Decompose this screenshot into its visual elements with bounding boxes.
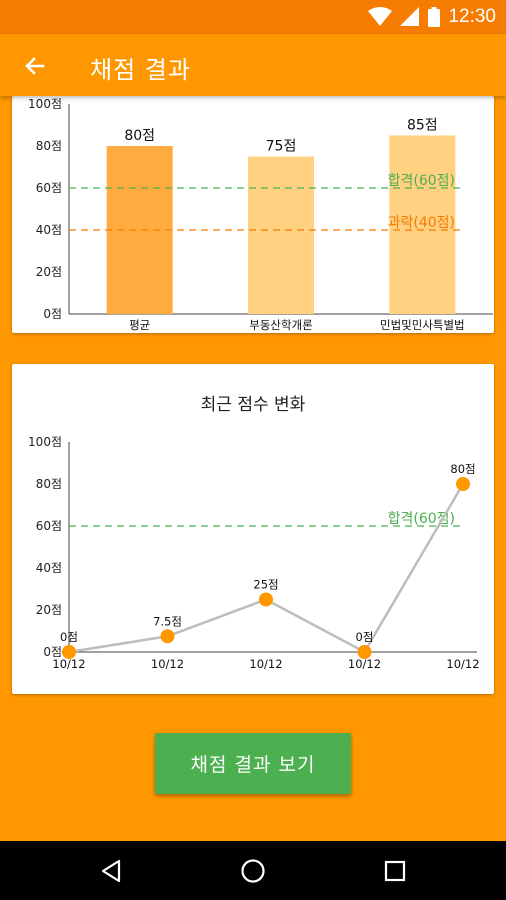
score-trend-chart: 0점20점40점60점80점100점합격(60점)0점10/127.5점10/1… [28, 435, 480, 671]
data-point [456, 477, 470, 491]
view-results-button[interactable]: 채점 결과 보기 [155, 733, 351, 794]
nav-back-icon [101, 859, 121, 883]
bar-value-label: 80점 [124, 128, 155, 144]
status-icons: 12:30 [368, 0, 496, 34]
data-label: 0점 [60, 630, 78, 644]
bar [389, 135, 456, 314]
status-time: 12:30 [448, 6, 496, 27]
x-tick-label: 10/12 [446, 657, 479, 671]
nav-recents-icon [384, 860, 406, 882]
y-tick-label: 100점 [28, 97, 62, 111]
nav-back-button[interactable] [91, 851, 131, 891]
y-tick-label: 80점 [36, 477, 62, 491]
y-tick-label: 0점 [43, 645, 62, 659]
y-tick-label: 20점 [36, 603, 62, 617]
x-tick-label: 평균 [129, 318, 150, 332]
x-tick-label: 10/12 [249, 657, 282, 671]
y-tick-label: 0점 [43, 307, 62, 321]
status-bar: 12:30 [0, 0, 506, 34]
x-tick-label: 10/12 [151, 657, 184, 671]
arrow-left-icon [25, 57, 45, 75]
data-point [259, 592, 273, 607]
nav-home-icon [241, 859, 265, 883]
nav-recents-button[interactable] [375, 851, 415, 891]
data-label: 0점 [356, 630, 374, 644]
y-tick-label: 80점 [36, 139, 62, 153]
bar [248, 156, 314, 314]
x-tick-label: 10/12 [52, 657, 85, 671]
x-tick-label: 10/12 [348, 657, 381, 671]
data-point [62, 645, 76, 659]
data-label: 7.5점 [153, 614, 182, 628]
bar-value-label: 75점 [266, 139, 297, 155]
data-label: 80점 [450, 462, 475, 476]
data-point [160, 629, 175, 644]
x-tick-label: 민법및민사특별법 [380, 318, 465, 332]
data-label: 25점 [253, 578, 278, 592]
reference-line-label: 합격(60점) [388, 511, 455, 527]
y-tick-label: 60점 [36, 519, 62, 533]
y-tick-label: 40점 [36, 223, 62, 237]
navigation-bar [0, 841, 506, 900]
page-title: 채점 결과 [90, 56, 191, 84]
x-tick-label: 부동산학개론 [249, 318, 312, 332]
y-tick-label: 40점 [36, 561, 62, 575]
score-trend-title: 최근 점수 변화 [200, 395, 306, 415]
nav-home-button[interactable] [233, 851, 273, 891]
y-tick-label: 60점 [36, 181, 62, 195]
content-area[interactable]: 0점 20점 40점 60점 80점 100점 80점 평균 75점 부동산학개론 85점 민법및민사… [0, 96, 506, 841]
battery-icon [428, 7, 441, 27]
bar [106, 146, 173, 314]
reference-line-label: 합격(60점) [388, 173, 455, 189]
app-bar: 채점 결과 [0, 34, 506, 96]
reference-line-label: 과락(40점) [388, 215, 455, 231]
y-tick-label: 20점 [36, 265, 62, 279]
score-trend-card: 최근 점수 변화 0점 20점 40점 60점 80점 100점 합격(60점) 0점 10/1… [12, 364, 494, 694]
bar-value-label: 85점 [407, 118, 438, 134]
series-line [68, 483, 465, 654]
wifi-icon [368, 7, 393, 26]
back-button[interactable] [18, 49, 52, 83]
data-point [357, 645, 372, 659]
y-tick-label: 100점 [28, 435, 62, 449]
signal-icon [400, 7, 420, 26]
